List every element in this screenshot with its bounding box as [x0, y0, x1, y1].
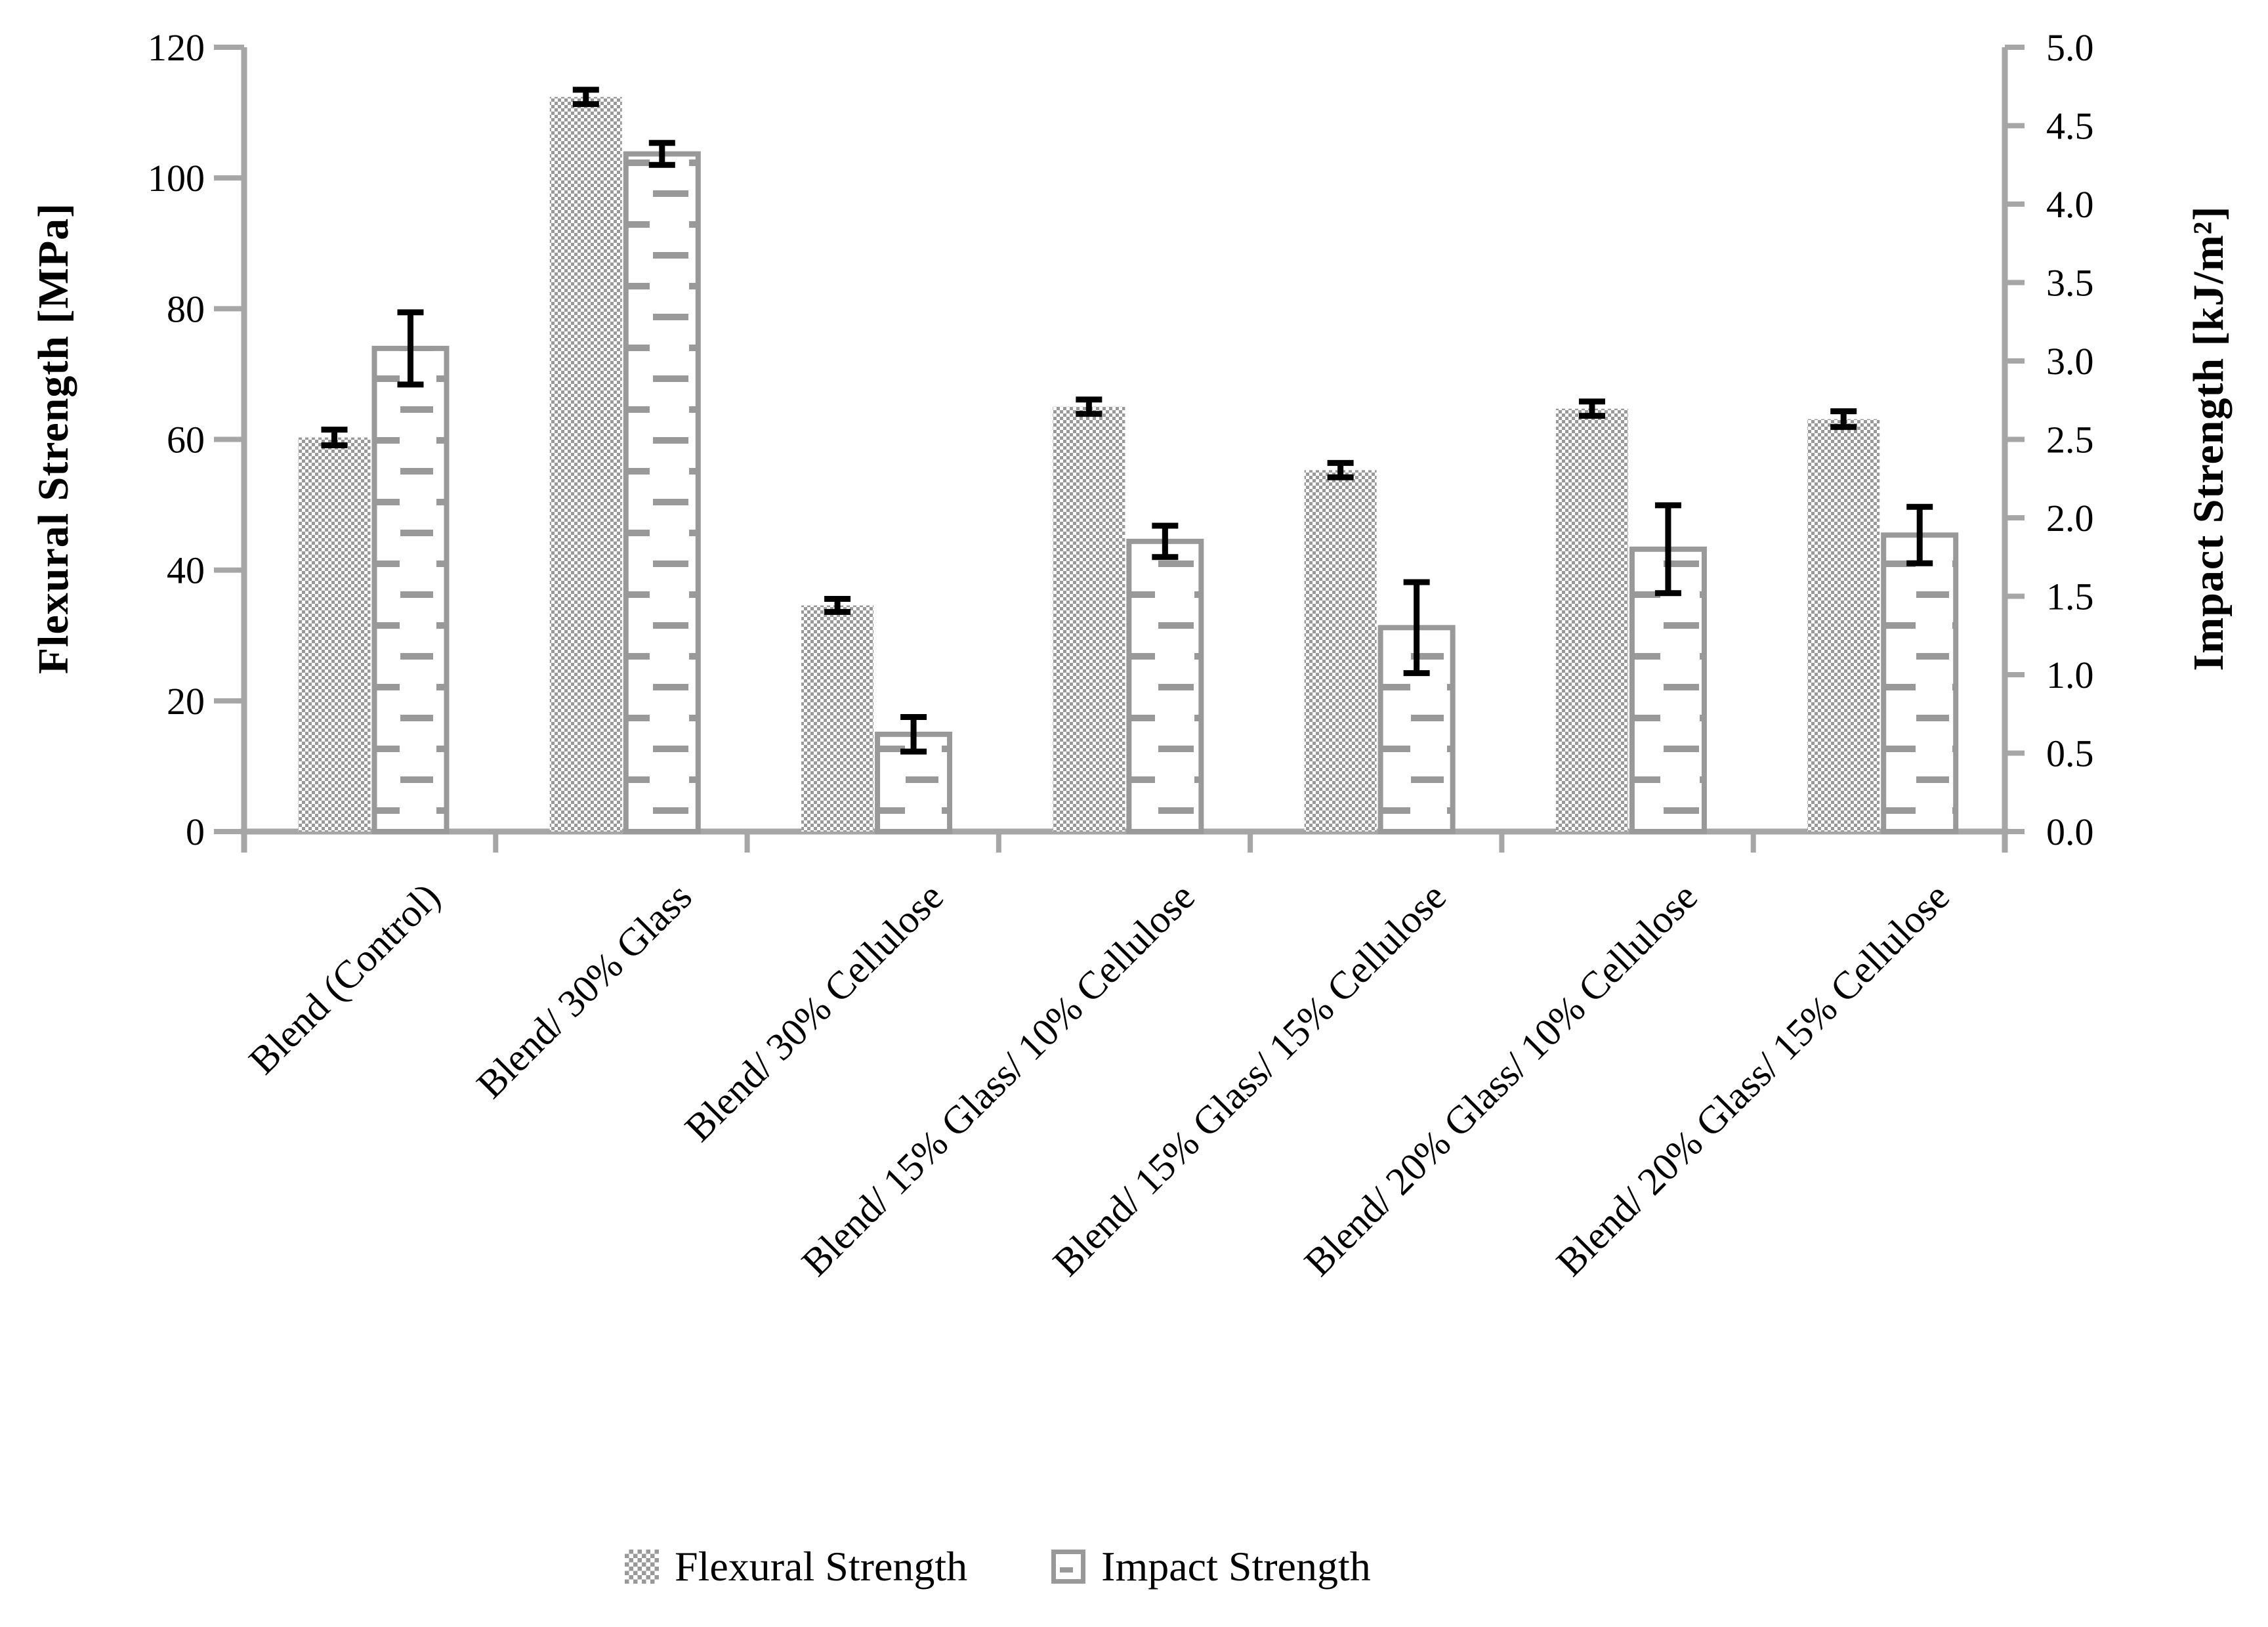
legend-impact-label: Impact Strength: [1101, 1543, 1371, 1590]
tick-labels: 0 20 40 60 80 100 120 0.0 0.5 1.0 1.5 2.0 2.5 3.0 3.5 4…: [148, 26, 2094, 853]
impact-bar: [371, 345, 450, 834]
legend-flexural-label: Flexural Strength: [675, 1543, 968, 1590]
impact-swatch-icon: [1051, 1550, 1086, 1584]
right-tick-label: 4.5: [2046, 105, 2094, 148]
category-label: Blend/ 20% Glass/ 10% Cellulose: [1296, 874, 1706, 1284]
left-tick-label: 0: [186, 811, 205, 853]
legend-item-impact: Impact Strength: [1051, 1542, 1371, 1591]
right-tick-label: 4.0: [2046, 183, 2094, 226]
flexural-bar: [1555, 408, 1628, 832]
left-tick-label: 80: [167, 287, 205, 330]
right-tick-label: 3.0: [2046, 340, 2094, 383]
left-tick-label: 60: [167, 419, 205, 461]
right-tick-label: 1.5: [2046, 576, 2094, 618]
impact-bar: [623, 151, 701, 834]
category-label: Blend (Control): [240, 874, 449, 1083]
legend: Flexural Strength Impact Strength: [625, 1542, 1371, 1591]
category-label: Blend/ 15% Glass/ 10% Cellulose: [793, 874, 1203, 1284]
right-tick-label: 1.0: [2046, 654, 2094, 696]
category-label: Blend/ 30% Cellulose: [676, 874, 952, 1150]
category-label: Blend/ 30% Glass: [468, 874, 700, 1107]
category-label: Blend/ 20% Glass/ 15% Cellulose: [1547, 874, 1958, 1284]
category-label: Blend/ 15% Glass/ 15% Cellulose: [1045, 874, 1455, 1284]
flexural-bar: [1304, 470, 1377, 832]
flexural-bar: [1053, 406, 1125, 832]
left-tick-label: 20: [167, 680, 205, 723]
impact-bar: [1126, 538, 1204, 834]
right-tick-label: 3.5: [2046, 262, 2094, 305]
right-tick-label: 2.0: [2046, 497, 2094, 539]
legend-item-flexural: Flexural Strength: [625, 1542, 967, 1591]
flexural-bar: [1807, 419, 1880, 832]
right-tick-label: 0.5: [2046, 732, 2094, 775]
right-tick-label: 0.0: [2046, 811, 2094, 853]
left-tick-label: 120: [148, 26, 205, 69]
right-tick-label: 2.5: [2046, 419, 2094, 461]
right-tick-label: 5.0: [2046, 26, 2094, 69]
flexural-bar: [801, 605, 874, 832]
bars: [298, 87, 1959, 834]
flexural-swatch-icon: [625, 1550, 659, 1584]
left-tick-label: 40: [167, 549, 205, 592]
left-tick-label: 100: [148, 157, 205, 200]
flexural-bar: [549, 96, 622, 832]
flexural-bar: [298, 437, 371, 832]
impact-bar: [1629, 546, 1707, 834]
